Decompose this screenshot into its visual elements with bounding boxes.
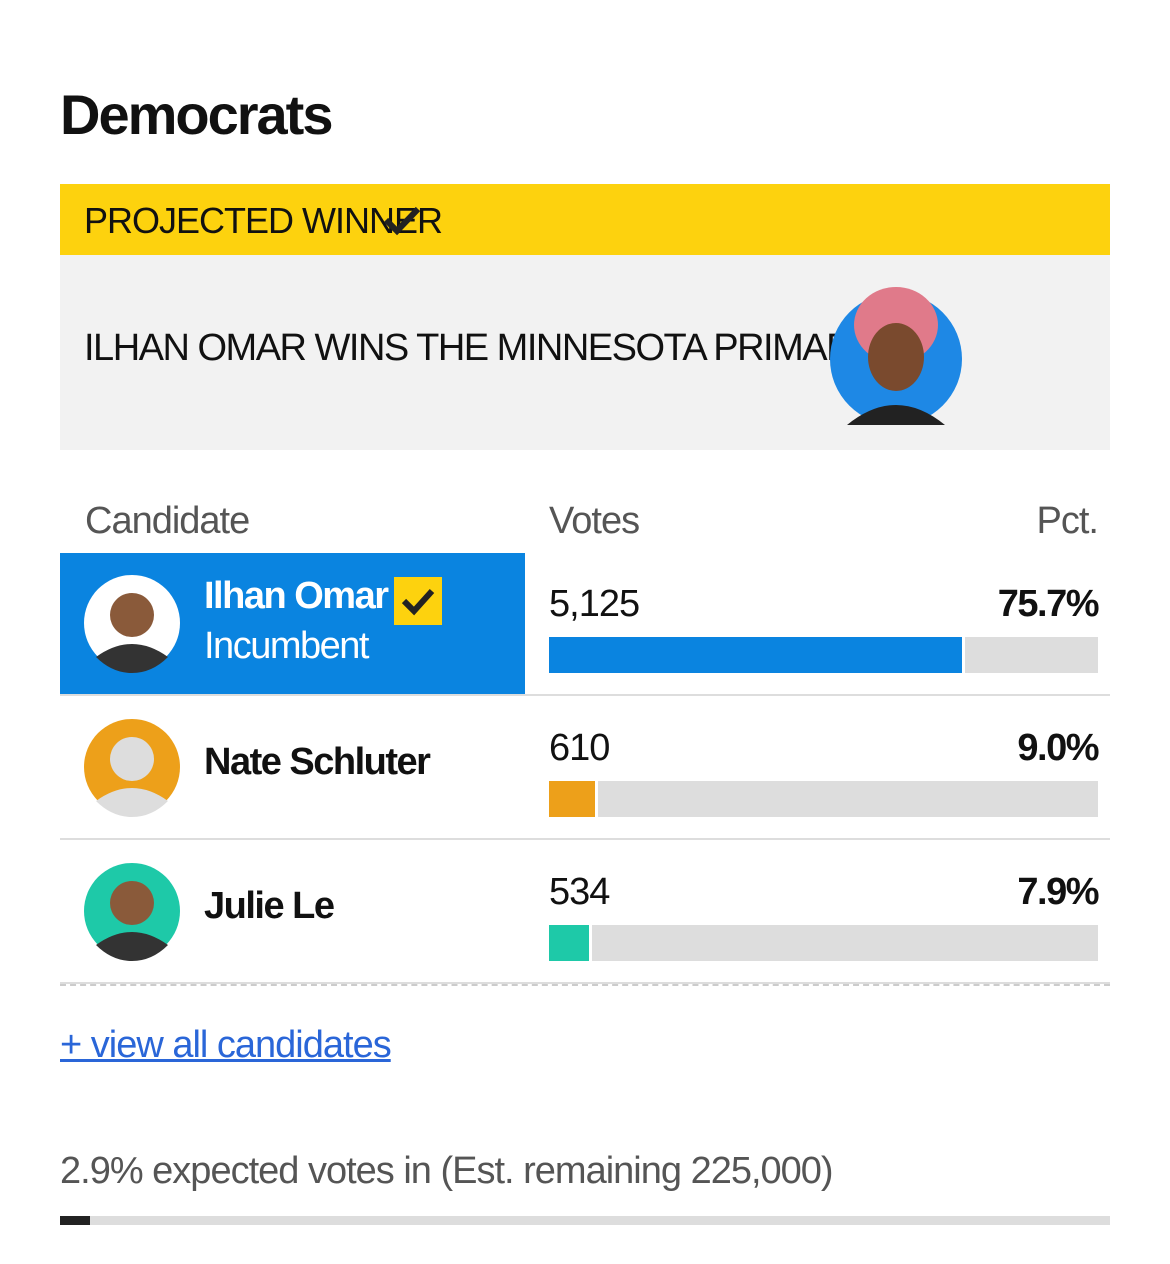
reporting-bar [60, 1216, 91, 1225]
candidate-name: Ilhan Omar [204, 575, 389, 617]
candidate-row: Julie Le 534 7.9% [60, 841, 1110, 984]
vote-pct: 9.0% [1017, 727, 1099, 769]
column-header: Votes [549, 500, 640, 542]
divider [60, 984, 1110, 986]
vote-bar [549, 781, 599, 817]
candidate-row: Nate Schluter 610 9.0% [60, 697, 1110, 840]
bar-track [549, 781, 1098, 817]
vote-pct: 7.9% [1017, 871, 1099, 913]
winner-photo [830, 287, 962, 425]
reporting-text: 2.9% expected votes in (Est. remaining 2… [60, 1150, 834, 1192]
vote-bar [549, 925, 593, 961]
vote-count: 610 [549, 727, 610, 769]
vote-pct: 75.7% [997, 583, 1100, 625]
winner-check [394, 577, 442, 625]
candidate-name: Nate Schluter [204, 741, 431, 783]
column-header: Pct. [1036, 500, 1099, 542]
reporting-track [60, 1216, 1110, 1225]
candidate-photo [84, 719, 180, 817]
headline-box: ILHAN OMAR WINS THE MINNESOTA PRIMARY [60, 255, 1110, 450]
candidate-row: Ilhan Omar Incumbent 5,125 75.7% [60, 553, 1110, 696]
column-header: Candidate [85, 500, 250, 542]
check-icon [383, 206, 421, 236]
vote-bar [549, 637, 965, 673]
bar-track [549, 637, 1098, 673]
banner-label: PROJECTED WINNER [84, 200, 443, 241]
vote-count: 5,125 [549, 583, 640, 625]
headline: ILHAN OMAR WINS THE MINNESOTA PRIMARY [84, 327, 877, 369]
candidate-photo [84, 575, 180, 673]
winner-banner: PROJECTED WINNER [60, 184, 1110, 255]
bar-track [549, 925, 1098, 961]
section-title: Democrats [60, 83, 333, 146]
candidate-photo [84, 863, 180, 961]
view-all-link[interactable]: + view all candidates [60, 1024, 392, 1066]
vote-count: 534 [549, 871, 610, 913]
candidate-name: Julie Le [204, 885, 335, 927]
candidate-note: Incumbent [204, 625, 369, 667]
